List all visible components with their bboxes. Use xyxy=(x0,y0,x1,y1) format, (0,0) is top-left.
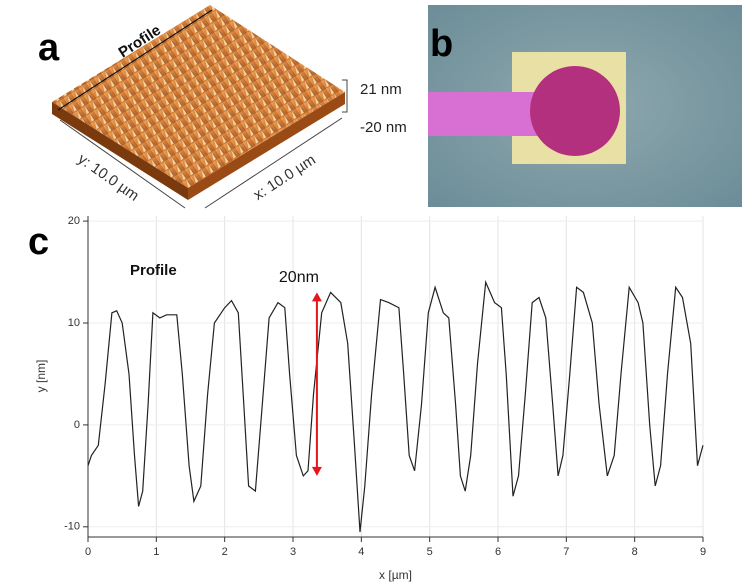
arrow-label: 20nm xyxy=(279,269,319,286)
x-tick-label: 5 xyxy=(427,546,433,558)
scale-bar xyxy=(342,79,348,113)
scale-max: 21 nm xyxy=(360,81,402,98)
electrode xyxy=(530,66,620,156)
x-tick-label: 1 xyxy=(153,546,159,558)
x-tick-label: 7 xyxy=(563,546,569,558)
panel-label: a xyxy=(38,27,60,69)
y-tick-label: -10 xyxy=(64,521,80,533)
profile-line xyxy=(57,9,213,111)
panel-b: b xyxy=(428,5,742,207)
axis-line xyxy=(59,119,186,209)
afm-surface xyxy=(52,5,345,188)
panel-label: c xyxy=(28,221,49,263)
arrow-head xyxy=(311,292,322,302)
x-tick-label: 3 xyxy=(290,546,296,558)
profile-line xyxy=(87,279,704,532)
y-axis-title: y [nm] xyxy=(34,360,48,393)
afm-side xyxy=(52,102,188,200)
profile-chart: 0 1 2 3 4 5 6 7 8 9 -10 0 10 20 x [µm] y [nm] Profile 20n… xyxy=(34,215,706,582)
x-tick-label: 0 xyxy=(85,546,91,558)
lead xyxy=(428,92,538,136)
y-tick-label: 20 xyxy=(68,215,80,227)
y-tick-label: 0 xyxy=(74,419,80,431)
afm-side xyxy=(188,92,345,200)
axis-line xyxy=(204,117,343,209)
scale-min: -20 nm xyxy=(360,119,407,136)
x-axis-label: x: 10.0 µm xyxy=(251,151,319,204)
x-tick-label: 9 xyxy=(700,546,706,558)
legend-label: Profile xyxy=(130,262,177,279)
x-tick-label: 4 xyxy=(358,546,364,558)
arrow-head xyxy=(311,466,322,476)
x-tick-label: 6 xyxy=(495,546,501,558)
y-tick-label: 10 xyxy=(68,317,80,329)
panel-label: b xyxy=(430,23,453,65)
x-axis-title: x [µm] xyxy=(379,568,412,582)
panel-a: a Profile 21 nm -20 nm y: 10.0 µm x: 10.… xyxy=(38,5,407,209)
x-tick-label: 2 xyxy=(222,546,228,558)
x-tick-label: 8 xyxy=(632,546,638,558)
